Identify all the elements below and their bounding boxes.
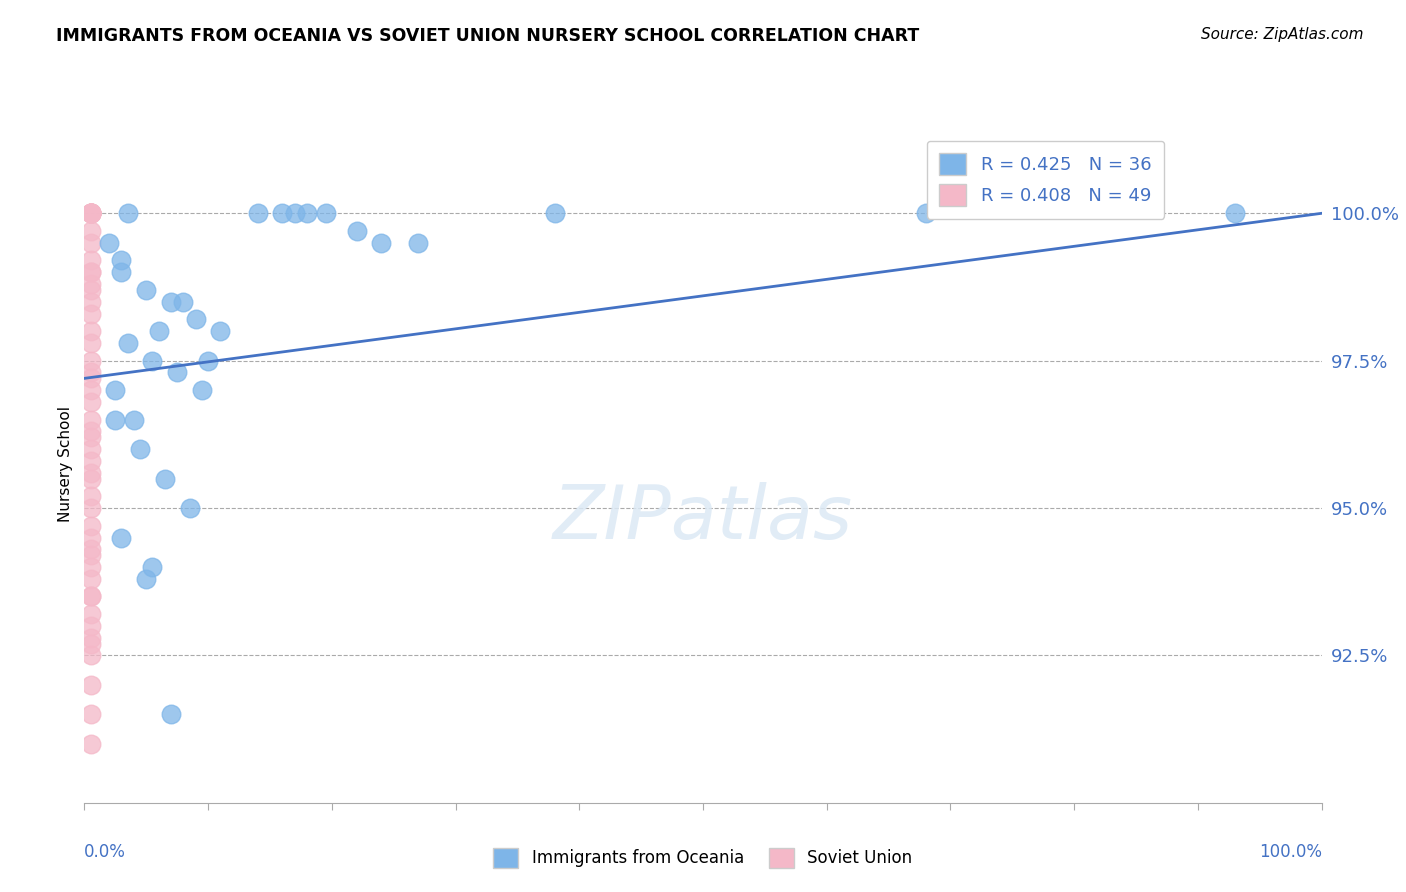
Point [209, 324, 232, 338]
Text: ZIPatlas: ZIPatlas [553, 482, 853, 554]
Point [271, 206, 294, 220]
Point [79, 206, 101, 220]
Point [110, 531, 132, 545]
Point [153, 472, 176, 486]
Point [79, 383, 101, 397]
Point [135, 572, 157, 586]
Point [79, 590, 101, 604]
Point [79, 454, 101, 468]
Point [79, 294, 101, 309]
Point [79, 501, 101, 516]
Point [79, 412, 101, 426]
Point [79, 306, 101, 320]
Point [104, 412, 127, 426]
Point [79, 206, 101, 220]
Point [160, 707, 183, 722]
Point [79, 430, 101, 444]
Point [79, 542, 101, 557]
Text: Source: ZipAtlas.com: Source: ZipAtlas.com [1201, 27, 1364, 42]
Point [79, 631, 101, 645]
Point [79, 619, 101, 633]
Point [79, 548, 101, 562]
Point [117, 206, 139, 220]
Point [179, 501, 201, 516]
Point [148, 324, 170, 338]
Point [246, 206, 269, 220]
Point [914, 206, 936, 220]
Point [79, 277, 101, 291]
Point [79, 206, 101, 220]
Point [104, 383, 127, 397]
Point [79, 265, 101, 279]
Point [79, 531, 101, 545]
Point [79, 466, 101, 480]
Point [79, 206, 101, 220]
Point [79, 518, 101, 533]
Point [79, 206, 101, 220]
Y-axis label: Nursery School: Nursery School [58, 406, 73, 522]
Legend: Immigrants from Oceania, Soviet Union: Immigrants from Oceania, Soviet Union [486, 841, 920, 875]
Point [79, 607, 101, 622]
Point [79, 572, 101, 586]
Text: IMMIGRANTS FROM OCEANIA VS SOVIET UNION NURSERY SCHOOL CORRELATION CHART: IMMIGRANTS FROM OCEANIA VS SOVIET UNION … [56, 27, 920, 45]
Point [79, 366, 101, 380]
Text: 0.0%: 0.0% [84, 843, 127, 861]
Point [79, 371, 101, 385]
Point [79, 442, 101, 456]
Point [79, 707, 101, 722]
Point [315, 206, 337, 220]
Point [79, 324, 101, 338]
Point [79, 489, 101, 503]
Text: 100.0%: 100.0% [1258, 843, 1322, 861]
Point [79, 206, 101, 220]
Point [79, 224, 101, 238]
Point [135, 283, 157, 297]
Point [79, 353, 101, 368]
Point [141, 560, 163, 574]
Point [98, 235, 121, 250]
Point [408, 235, 430, 250]
Point [79, 253, 101, 268]
Point [79, 637, 101, 651]
Point [79, 206, 101, 220]
Point [1223, 206, 1246, 220]
Point [79, 336, 101, 351]
Point [129, 442, 152, 456]
Point [370, 235, 392, 250]
Point [79, 265, 101, 279]
Point [197, 353, 219, 368]
Point [141, 353, 163, 368]
Point [346, 224, 368, 238]
Point [79, 206, 101, 220]
Legend: R = 0.425   N = 36, R = 0.408   N = 49: R = 0.425 N = 36, R = 0.408 N = 49 [927, 141, 1164, 219]
Point [79, 235, 101, 250]
Point [79, 590, 101, 604]
Point [295, 206, 318, 220]
Point [160, 294, 183, 309]
Point [79, 678, 101, 692]
Point [172, 294, 194, 309]
Point [184, 312, 207, 326]
Point [79, 648, 101, 663]
Point [122, 412, 145, 426]
Point [79, 560, 101, 574]
Point [110, 253, 132, 268]
Point [543, 206, 565, 220]
Point [79, 737, 101, 751]
Point [110, 265, 132, 279]
Point [79, 425, 101, 439]
Point [79, 472, 101, 486]
Point [79, 395, 101, 409]
Point [191, 383, 214, 397]
Point [284, 206, 307, 220]
Point [117, 336, 139, 351]
Point [166, 366, 188, 380]
Point [79, 283, 101, 297]
